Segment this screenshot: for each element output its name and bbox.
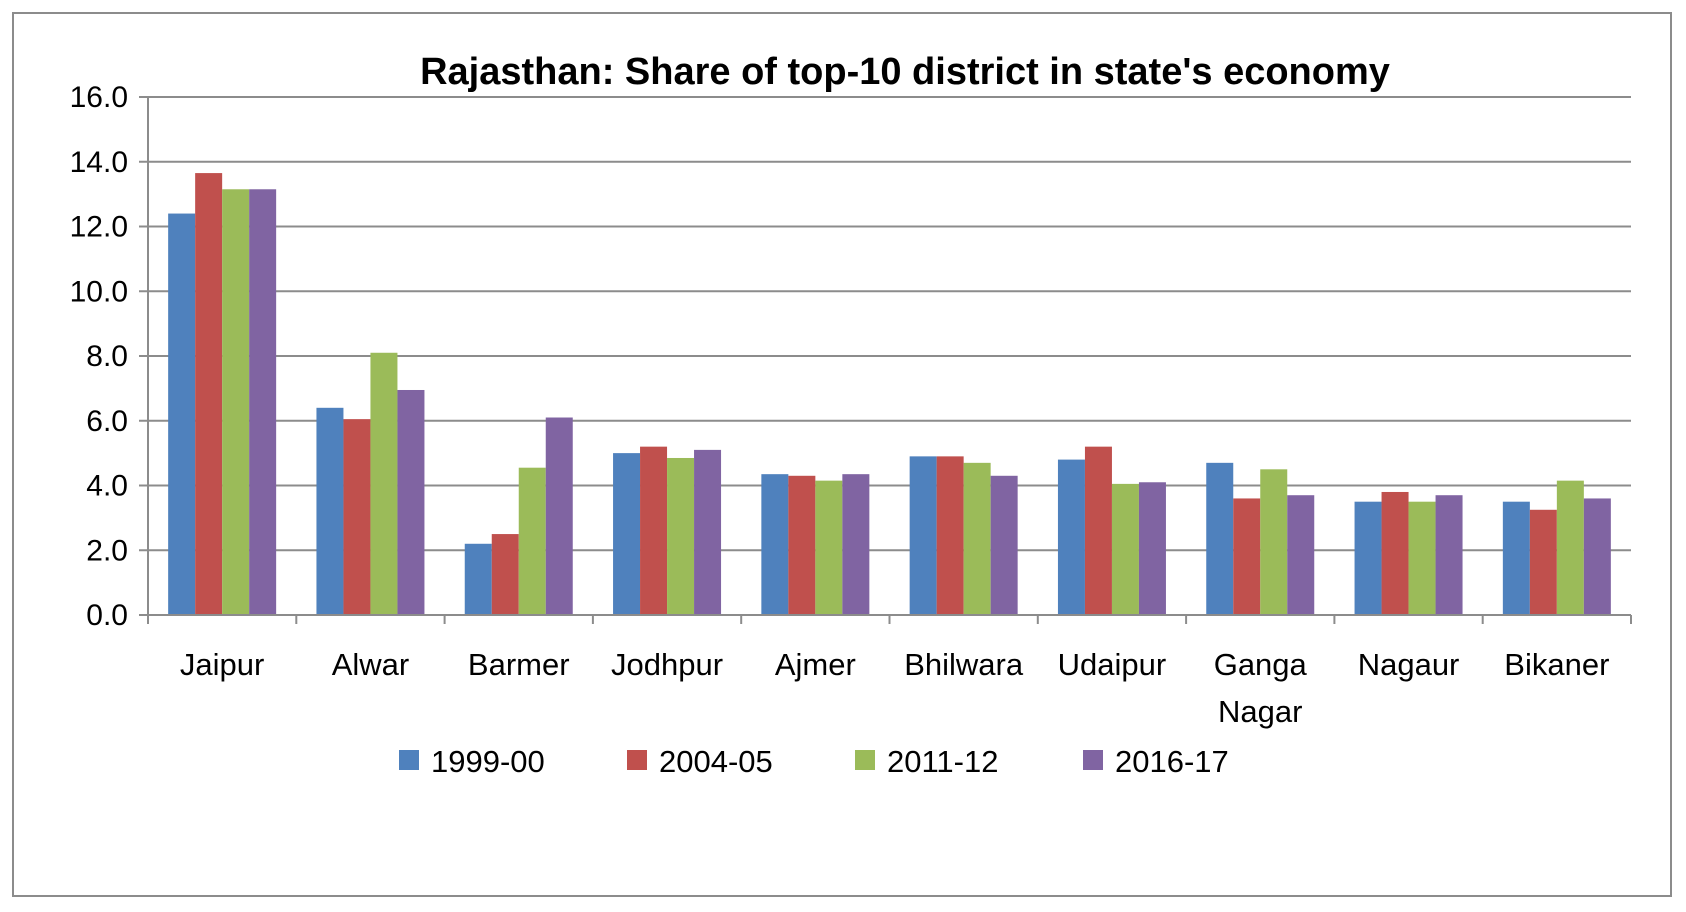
x-tick-label: Barmer [468,647,570,682]
x-tick-label: Bhilwara [904,647,1024,682]
bar-2011-12-bikaner [1556,480,1584,615]
x-tick-label: Ajmer [775,647,856,682]
bar-2016-17-bhilwara [990,475,1018,615]
x-tick-label: Udaipur [1058,647,1167,682]
bar-2004-05-ganga-nagar [1233,498,1261,615]
bar-2011-12-nagaur [1408,501,1436,615]
bar-2016-17-barmer [545,417,573,615]
y-tick-label: 2.0 [86,534,128,567]
bar-1999-00-udaipur [1057,459,1085,615]
bar-1999-00-ajmer [761,474,789,615]
legend-swatch-2004-05 [627,750,647,770]
legend-label-1999-00: 1999-00 [431,744,545,779]
y-tick-label: 12.0 [70,211,128,244]
bar-2011-12-jodhpur [667,457,695,615]
bar-2004-05-ajmer [788,475,816,615]
chart-title: Rajasthan: Share of top-10 district in s… [420,51,1390,93]
bar-1999-00-ganga-nagar [1206,462,1234,615]
bar-2004-05-alwar [343,419,371,615]
bar-2004-05-jaipur [195,173,223,616]
bar-2011-12-ganga-nagar [1260,469,1288,615]
legend-label-2016-17: 2016-17 [1115,744,1229,779]
y-tick-label: 14.0 [70,146,128,179]
bar-2011-12-jaipur [222,189,250,616]
bar-1999-00-jaipur [168,213,196,616]
x-tick-label: Bikaner [1504,647,1609,682]
bar-2016-17-ajmer [842,474,870,615]
bar-1999-00-jodhpur [613,453,641,615]
y-tick-label: 4.0 [86,470,128,503]
bar-2016-17-jaipur [249,189,277,616]
x-tick-label: Alwar [332,647,410,682]
bar-2011-12-alwar [370,352,398,615]
x-tick-label: Jaipur [180,647,264,682]
bar-2016-17-jodhpur [694,449,722,615]
y-tick-labels: 0.0 2.0 4.0 6.0 8.0 10.0 12.0 14.0 16.0 [70,81,128,632]
bar-2004-05-barmer [491,534,519,615]
bar-2004-05-jodhpur [640,446,668,615]
bar-1999-00-nagaur [1354,501,1382,615]
bar-1999-00-barmer [464,543,492,615]
y-tick-label: 6.0 [86,405,128,438]
bars [168,173,1611,616]
bar-2016-17-nagaur [1435,495,1463,615]
y-tick-label: 16.0 [70,81,128,114]
legend: 1999-00 2004-05 2011-12 2016-17 [399,744,1229,779]
chart-frame [12,12,1672,897]
legend-swatch-2016-17 [1083,750,1103,770]
legend-label-2004-05: 2004-05 [659,744,773,779]
y-tick-label: 10.0 [70,275,128,308]
bar-1999-00-bikaner [1502,501,1530,615]
legend-label-2011-12: 2011-12 [887,744,998,779]
bar-2016-17-udaipur [1138,482,1166,615]
bar-2016-17-ganga-nagar [1287,495,1315,615]
legend-swatch-1999-00 [399,750,419,770]
legend-swatch-2011-12 [855,750,875,770]
bar-2011-12-ajmer [815,480,843,615]
bar-2011-12-barmer [518,467,546,615]
axes [139,96,1632,624]
bar-1999-00-alwar [316,407,344,615]
bar-2011-12-bhilwara [963,462,991,615]
bar-2004-05-nagaur [1381,491,1409,615]
bar-2004-05-bikaner [1529,509,1557,615]
bar-2004-05-bhilwara [936,456,964,615]
y-tick-label: 8.0 [86,340,128,373]
x-tick-label: Jodhpur [611,647,723,682]
y-tick-label: 0.0 [86,599,128,632]
x-tick-labels: Jaipur Alwar Barmer Jodhpur Ajmer Bhilwara Uda… [180,647,1609,729]
bar-1999-00-bhilwara [909,456,937,615]
x-tick-label: Ganga Nagar [1214,647,1308,729]
bar-2004-05-udaipur [1084,446,1112,615]
x-tick-label: Nagaur [1358,647,1460,682]
bar-2016-17-alwar [397,389,425,615]
bar-2016-17-bikaner [1583,498,1611,615]
bar-2011-12-udaipur [1111,483,1139,615]
